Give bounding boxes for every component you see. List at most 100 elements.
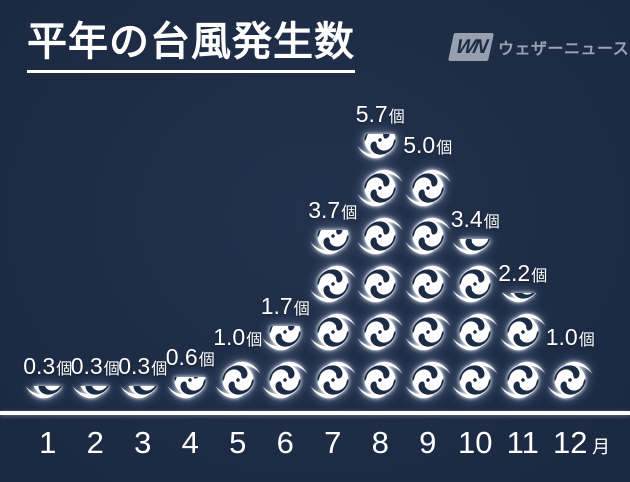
typhoon-icon-glyph	[357, 361, 403, 399]
typhoon-icon	[405, 165, 451, 211]
typhoon-icon-glyph	[357, 134, 396, 159]
typhoon-icon-glyph	[452, 239, 491, 255]
month-column-11: 2.2個	[498, 261, 547, 403]
value-number: 5.0	[403, 132, 436, 158]
typhoon-icon-glyph	[452, 313, 498, 351]
month-column-5: 1.0個	[213, 325, 262, 403]
typhoon-icon-glyph	[357, 169, 403, 207]
typhoon-icon	[452, 309, 498, 355]
typhoon-icon	[500, 309, 546, 355]
typhoon-icon-glyph	[452, 361, 498, 399]
typhoon-icon	[310, 357, 356, 403]
typhoon-icon-glyph	[405, 361, 451, 399]
value-label: 1.0個	[546, 325, 595, 353]
month-tick-1: 1	[39, 425, 57, 460]
value-number: 1.0	[545, 324, 578, 350]
page-title: 平年の台風発生数	[27, 20, 355, 73]
month-tick-7: 7	[324, 425, 342, 460]
typhoon-icon-glyph	[405, 265, 451, 303]
typhoon-icon-glyph	[310, 230, 349, 255]
typhoon-icon	[405, 261, 451, 307]
weathernews-logo: WN ウェザーニュース	[448, 33, 630, 61]
value-unit: 個	[578, 332, 595, 349]
typhoon-icon-glyph	[405, 169, 451, 207]
typhoon-icon-partial	[167, 377, 213, 403]
typhoon-icon-glyph	[500, 361, 546, 399]
month-tick-8: 8	[371, 425, 389, 460]
weathernews-logo-icon: WN	[448, 33, 494, 61]
typhoon-icon-partial	[25, 386, 71, 403]
typhoon-icon	[215, 357, 261, 403]
value-label: 5.0個	[403, 133, 452, 161]
month-tick-6: 6	[276, 425, 294, 460]
typhoon-icon-glyph	[405, 313, 451, 351]
month-tick-3: 3	[134, 425, 152, 460]
value-label: 5.7個	[356, 102, 405, 130]
typhoon-icon	[357, 357, 403, 403]
month-column-3: 0.3個	[118, 354, 167, 403]
month-column-1: 0.3個	[23, 354, 72, 403]
month-tick-11: 11	[506, 425, 539, 460]
value-unit: 個	[388, 109, 405, 126]
typhoon-icon-glyph	[120, 386, 158, 399]
month-tick-2: 2	[86, 425, 104, 460]
typhoon-icon-glyph	[547, 361, 593, 399]
typhoon-icon-partial	[452, 239, 498, 259]
x-axis-line	[0, 411, 630, 415]
typhoon-icon	[310, 261, 356, 307]
typhoon-icon-glyph	[25, 386, 63, 399]
typhoon-icon-glyph	[500, 313, 546, 351]
typhoon-icon	[452, 261, 498, 307]
typhoon-icon	[547, 357, 593, 403]
value-unit: 個	[246, 332, 263, 349]
typhoon-icon	[357, 261, 403, 307]
typhoon-icon-partial	[357, 134, 403, 163]
typhoon-icon	[262, 357, 308, 403]
month-axis-ticks: 1 2 3 4 5 6 7 8 9 10 11 12	[24, 426, 594, 460]
value-unit: 個	[198, 352, 215, 369]
typhoon-icon	[405, 309, 451, 355]
typhoon-icon-glyph	[310, 361, 356, 399]
typhoon-icon-glyph	[215, 361, 261, 399]
month-column-7: 3.7個	[308, 197, 358, 403]
typhoon-icon	[500, 357, 546, 403]
typhoon-icon-glyph	[357, 313, 403, 351]
typhoon-icon	[405, 213, 451, 259]
value-unit: 個	[341, 205, 358, 222]
typhoon-icon	[452, 357, 498, 403]
typhoon-chart: 0.3個 0.3個 0.3個 0.6個 1.0個 1.7個 3.7個 5.7個 5.0個 3.4 個…	[23, 102, 595, 403]
month-tick-9: 9	[419, 425, 437, 460]
month-tick-4: 4	[181, 425, 199, 460]
month-column-2: 0.3個	[71, 354, 120, 403]
typhoon-icon-glyph	[310, 265, 356, 303]
value-label: 1.0個	[213, 325, 262, 353]
typhoon-icon-partial	[262, 326, 308, 355]
typhoon-icon	[357, 213, 403, 259]
typhoon-icon-glyph	[405, 217, 451, 255]
value-number: 5.7	[355, 101, 388, 127]
typhoon-icon-glyph	[357, 217, 403, 255]
typhoon-icon	[357, 309, 403, 355]
typhoon-icon-glyph	[262, 361, 308, 399]
value-number: 3.7	[308, 197, 341, 223]
month-column-10: 3.4個	[451, 207, 500, 403]
typhoon-icon	[405, 357, 451, 403]
month-column-9: 5.0個	[403, 133, 452, 403]
month-unit-label: 月	[592, 437, 610, 457]
typhoon-icon-glyph	[357, 265, 403, 303]
typhoon-icon-glyph	[262, 326, 301, 351]
value-label: 1.7個	[261, 294, 310, 322]
typhoon-icon-partial	[310, 230, 356, 259]
weathernews-logo-text: ウェザーニュース	[498, 41, 630, 58]
typhoon-icon-partial	[72, 386, 118, 403]
logo-mark-letters: WN	[453, 36, 488, 58]
typhoon-icon	[310, 309, 356, 355]
typhoon-icon-glyph	[452, 265, 498, 303]
month-column-4: 0.6個	[166, 345, 215, 403]
month-column-8: 5.7個	[356, 102, 405, 403]
month-tick-5: 5	[229, 425, 247, 460]
typhoon-icon-glyph	[310, 313, 356, 351]
value-number: 1.7	[260, 293, 293, 319]
typhoon-icon-partial	[500, 293, 546, 307]
